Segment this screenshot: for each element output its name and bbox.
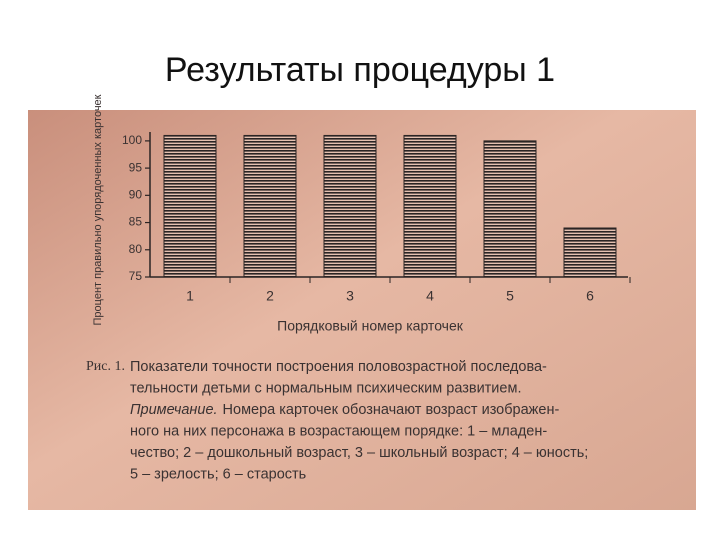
caption-text: 5 – зрелость; 6 – старость [130,466,306,482]
x-tick-label: 3 [346,288,354,304]
y-tick-label: 80 [129,242,143,256]
y-tick-label: 85 [129,215,143,229]
x-tick-label: 5 [506,288,514,304]
y-tick-label: 95 [129,160,143,174]
y-axis-label: Процент правильно упорядоченных карточек [92,94,104,325]
caption-text: чество; 2 – дошкольный возраст, 3 – школ… [130,445,588,461]
caption-line: тельности детьми с нормальным психически… [130,380,521,396]
caption-text: Номера карточек обозначают возраст изобр… [223,402,560,418]
bar [163,134,217,278]
y-tick-label: 75 [129,269,143,283]
caption-text: ного на них персонажа в возрастающем пор… [130,423,547,439]
note-label: Примечание. [130,402,218,418]
y-tick-label: 90 [129,188,143,202]
caption-line: Примечание. Номера карточек обозначают во… [130,402,559,418]
bar [243,134,297,278]
bar [563,227,617,278]
caption-line: 5 – зрелость; 6 – старость [130,466,306,482]
x-tick-label: 2 [266,288,274,304]
y-tick-label: 100 [122,133,142,147]
figure-label: Рис. 1. [86,359,125,374]
x-tick-label: 4 [426,288,434,304]
bar [323,134,377,278]
caption-line: чество; 2 – дошкольный возраст, 3 – школ… [130,445,588,461]
x-axis-label: Порядковый номер карточек [277,318,464,334]
caption-line: Показатели точности построения половозра… [130,359,547,375]
caption-text: тельности детьми с нормальным психически… [130,380,521,396]
caption: Показатели точности построения половозра… [130,359,588,483]
slide-title: Результаты процедуры 1 [165,51,555,89]
x-tick-label: 1 [186,288,194,304]
caption-text: Показатели точности построения половозра… [130,359,547,375]
bar [483,140,537,278]
caption-line: ного на них персонажа в возрастающем пор… [130,423,547,439]
bar [403,134,457,278]
x-tick-label: 6 [586,288,594,304]
